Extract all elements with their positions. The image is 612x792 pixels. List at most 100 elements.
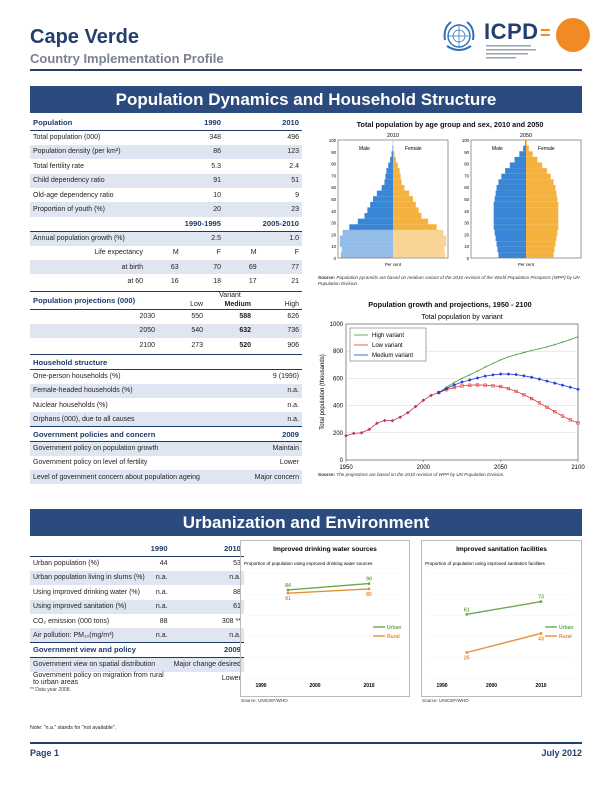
pyramid-bar-male bbox=[386, 168, 393, 174]
growth-value: 2.5 bbox=[181, 231, 224, 246]
pyramid-bar-male bbox=[494, 229, 526, 236]
series-1-point bbox=[553, 410, 557, 414]
urban-indicator-value: 53 bbox=[233, 560, 241, 568]
period-header: 1990-1995 bbox=[181, 216, 224, 232]
growth-chart: Total population by variant 0 200 400 600 800… bbox=[320, 314, 585, 471]
series-2-point bbox=[545, 379, 549, 383]
urban-indicator-label: Using improved drinking water (%) bbox=[33, 588, 140, 596]
pyramid-y-tick: 70 bbox=[464, 173, 469, 178]
x-tick-label: 1990 bbox=[255, 683, 266, 689]
table-cell bbox=[224, 159, 260, 173]
legend-label: Rural bbox=[387, 634, 400, 640]
view-heading: Government view and policy bbox=[30, 642, 171, 658]
pyramid-bar-male bbox=[493, 201, 526, 208]
legend-label: Urban bbox=[387, 625, 401, 631]
table-row: Old-age dependency ratio 10 9 bbox=[30, 188, 302, 202]
series-line bbox=[466, 632, 542, 654]
pyramid-bar-male bbox=[391, 151, 393, 157]
series-2-point bbox=[553, 381, 557, 385]
household-value: n.a. bbox=[287, 401, 299, 409]
pyramid-bar-female bbox=[393, 218, 429, 225]
data-label: 85 bbox=[366, 592, 372, 598]
life-expectancy-label: Life expectancy bbox=[94, 249, 144, 257]
variant-medium-header: Medium bbox=[224, 300, 251, 308]
data-label: 73 bbox=[538, 595, 544, 601]
table-cell bbox=[146, 188, 182, 202]
view-label: Government policy on migration from rura… bbox=[33, 671, 164, 686]
projection-value: 736 bbox=[254, 323, 302, 338]
table-cell bbox=[224, 188, 260, 202]
y-tick-label: 800 bbox=[333, 349, 344, 355]
indicator-value: 20 bbox=[181, 202, 224, 217]
projections-table: Population projections (000) Variant Low M… bbox=[30, 290, 302, 353]
pyramid-y-tick: 90 bbox=[464, 150, 469, 155]
table-cell bbox=[146, 130, 182, 144]
historical-point bbox=[344, 433, 348, 438]
x-tick-label: 2000 bbox=[486, 683, 497, 689]
series-0-point: + bbox=[476, 369, 479, 374]
pyramid-bar-male bbox=[342, 229, 393, 236]
projection-value: 273 bbox=[191, 341, 203, 349]
pyramid-y-tick: 40 bbox=[464, 209, 469, 214]
pyramid-y-tick: 100 bbox=[462, 138, 470, 143]
series-0-point: + bbox=[515, 352, 518, 357]
pyramid-bar-male bbox=[370, 201, 393, 208]
series-0-point: + bbox=[499, 357, 502, 362]
pyramid-bar-male bbox=[525, 140, 526, 146]
pyramid-title: Total population by age group and sex, 2… bbox=[356, 120, 544, 129]
policy-value: Lower bbox=[279, 459, 299, 467]
pyramid-y-tick: 90 bbox=[331, 150, 336, 155]
data-label: 25 bbox=[464, 656, 470, 662]
pyramid-bar-female bbox=[526, 207, 559, 214]
table-cell bbox=[146, 159, 182, 173]
pyramid-year-label: 2050 bbox=[520, 133, 532, 139]
urban-table: 1990 2010 Urban population (%) 44 53 Urban p… bbox=[30, 542, 244, 686]
table-row: Government view on spatial distribution M… bbox=[30, 657, 244, 672]
pyramid-bar-female bbox=[393, 252, 446, 258]
urban-indicator-value: 88 bbox=[159, 617, 168, 625]
data-label: 81 bbox=[285, 596, 291, 602]
pyramid-y-tick: 80 bbox=[464, 162, 469, 167]
legend-label: Low variant bbox=[372, 343, 403, 349]
data-label: 90 bbox=[366, 577, 372, 583]
sanitation-source: Source: UNICEF/WHO bbox=[422, 698, 469, 703]
series-2-point bbox=[506, 372, 511, 376]
indicator-label: Proportion of youth (%) bbox=[30, 202, 147, 217]
population-table: Population 1990 2010 Total population (000… bbox=[30, 116, 302, 289]
pyramid-y-tick: 0 bbox=[467, 256, 470, 261]
projection-value: 626 bbox=[287, 313, 299, 321]
urban-indicator-value: 44 bbox=[159, 560, 168, 568]
note: Note: "n.a." stands for "not available". bbox=[30, 725, 117, 731]
pyramid-bar-female bbox=[526, 190, 557, 197]
table-row: Orphans (000), due to all causes n.a. bbox=[30, 412, 302, 427]
life-expectancy-value: 63 bbox=[146, 259, 182, 275]
life-expectancy-value: 17 bbox=[248, 277, 257, 285]
growth-label: Annual population growth (%) bbox=[30, 231, 147, 246]
life-expectancy-value: 18 bbox=[213, 277, 221, 285]
urban-indicator-value: n.a. bbox=[147, 570, 171, 586]
pyramid-bar-male bbox=[496, 241, 526, 247]
series-2-point bbox=[568, 385, 573, 390]
life-expectancy-row-label: at birth bbox=[30, 259, 147, 275]
series-1-point bbox=[530, 396, 534, 401]
pyramid-female-label: Female bbox=[538, 146, 555, 152]
population-heading: Population bbox=[30, 116, 147, 131]
series-line bbox=[287, 588, 370, 594]
indicator-value: 51 bbox=[259, 173, 302, 188]
pyramid-bar-female bbox=[393, 229, 444, 236]
y-tick-label: 1000 bbox=[330, 322, 344, 328]
header-divider bbox=[30, 69, 582, 71]
legend-label: Medium variant bbox=[372, 353, 413, 359]
pyramid-bar-female bbox=[526, 201, 559, 208]
pyramid-bar-female bbox=[393, 213, 422, 219]
pyramid-bar-female bbox=[526, 229, 558, 236]
series-2-point bbox=[529, 375, 534, 380]
series-0-point: + bbox=[553, 342, 556, 347]
household-label: Orphans (000), due to all causes bbox=[30, 412, 230, 427]
historical-point bbox=[406, 410, 410, 415]
series-0-point: + bbox=[523, 350, 526, 355]
y-tick-label: 200 bbox=[333, 431, 344, 437]
table-row: Government policy on population growth Ma… bbox=[30, 441, 302, 456]
pyramid-y-tick: 60 bbox=[331, 185, 336, 190]
